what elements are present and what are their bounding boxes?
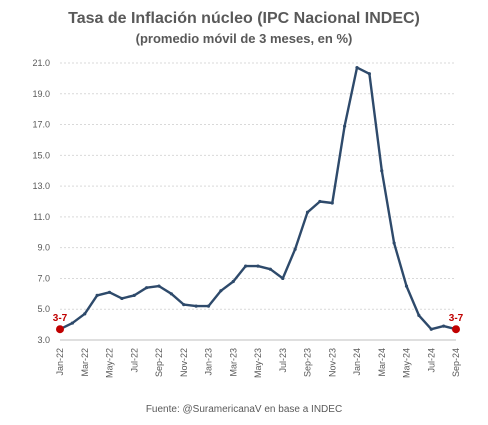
chart-source: Fuente: @SuramericanaV en base a INDEC bbox=[145, 404, 343, 415]
data-point bbox=[367, 72, 371, 76]
y-axis-ticks: 3.0 5.0 7.0 9.0 11.0 13.0 15.0 17.0 19.0 21.0 bbox=[32, 58, 50, 345]
x-tick-label: Jul-24 bbox=[426, 348, 436, 373]
data-point bbox=[194, 304, 198, 308]
x-tick-label: May-22 bbox=[105, 348, 115, 378]
data-point bbox=[120, 296, 124, 301]
chart-subtitle: (promedio móvil de 3 meses, en %) bbox=[135, 31, 353, 46]
data-point bbox=[293, 247, 297, 251]
x-tick-label: Mar-23 bbox=[228, 348, 238, 377]
y-tick-label: 11.0 bbox=[33, 212, 50, 222]
y-tick-label: 17.0 bbox=[32, 120, 50, 130]
x-tick-label: Mar-22 bbox=[80, 348, 90, 377]
x-tick-label: Jan-23 bbox=[204, 348, 214, 376]
y-tick-label: 21.0 bbox=[32, 58, 50, 68]
end-markers: 3-7 3-7 bbox=[53, 313, 464, 334]
data-point bbox=[169, 292, 173, 296]
data-point bbox=[392, 241, 396, 245]
x-tick-label: May-23 bbox=[253, 348, 263, 378]
end-value-label: 3-7 bbox=[53, 313, 68, 324]
series-line bbox=[58, 66, 458, 331]
end-value-label: 3-7 bbox=[449, 313, 464, 324]
data-point bbox=[145, 286, 149, 290]
chart-title: Tasa de Inflación núcleo (IPC Nacional I… bbox=[68, 10, 420, 27]
grid-lines bbox=[60, 62, 456, 341]
x-tick-label: Nov-22 bbox=[179, 348, 189, 377]
data-point bbox=[157, 284, 161, 288]
series-group bbox=[58, 66, 458, 331]
data-point bbox=[429, 327, 433, 331]
data-point bbox=[343, 124, 347, 128]
x-tick-label: Jan-24 bbox=[352, 348, 362, 376]
data-point bbox=[256, 264, 260, 268]
data-point bbox=[318, 199, 322, 204]
x-axis-ticks: Jan-22 Mar-22 May-22 Jul-22 Sep-22 Nov-22 Jan-… bbox=[55, 348, 461, 378]
data-point bbox=[268, 267, 272, 271]
data-point bbox=[70, 321, 74, 325]
x-tick-label: Sep-22 bbox=[154, 348, 164, 377]
y-tick-label: 15.0 bbox=[32, 150, 50, 160]
data-point bbox=[244, 264, 248, 268]
x-tick-label: May-24 bbox=[402, 348, 412, 378]
x-tick-label: Jul-23 bbox=[278, 348, 288, 373]
data-point bbox=[305, 210, 310, 214]
data-point bbox=[95, 293, 99, 297]
data-point bbox=[231, 279, 235, 284]
end-marker bbox=[452, 325, 460, 334]
y-tick-label: 13.0 bbox=[32, 181, 50, 191]
data-point bbox=[417, 313, 421, 317]
y-tick-label: 19.0 bbox=[32, 89, 50, 99]
y-tick-label: 9.0 bbox=[37, 243, 50, 253]
data-point bbox=[355, 66, 359, 70]
x-tick-label: Sep-23 bbox=[303, 348, 313, 377]
data-point bbox=[330, 201, 334, 205]
x-tick-label: Jan-22 bbox=[55, 348, 65, 376]
y-tick-label: 7.0 bbox=[37, 273, 50, 283]
x-tick-label: Jul-22 bbox=[129, 348, 139, 373]
data-point bbox=[107, 290, 112, 294]
data-point bbox=[83, 312, 87, 316]
data-point bbox=[281, 276, 285, 281]
x-tick-label: Mar-24 bbox=[377, 348, 387, 377]
x-tick-label: Sep-24 bbox=[451, 348, 461, 377]
data-point bbox=[442, 324, 446, 328]
data-point bbox=[380, 169, 384, 173]
y-tick-label: 3.0 bbox=[37, 335, 50, 345]
data-point bbox=[219, 289, 223, 293]
data-point bbox=[404, 284, 409, 288]
data-point bbox=[132, 293, 136, 297]
data-point bbox=[182, 303, 186, 307]
y-tick-label: 5.0 bbox=[37, 304, 50, 314]
data-point bbox=[206, 304, 211, 308]
x-tick-label: Nov-23 bbox=[327, 348, 337, 377]
end-marker bbox=[56, 325, 64, 334]
